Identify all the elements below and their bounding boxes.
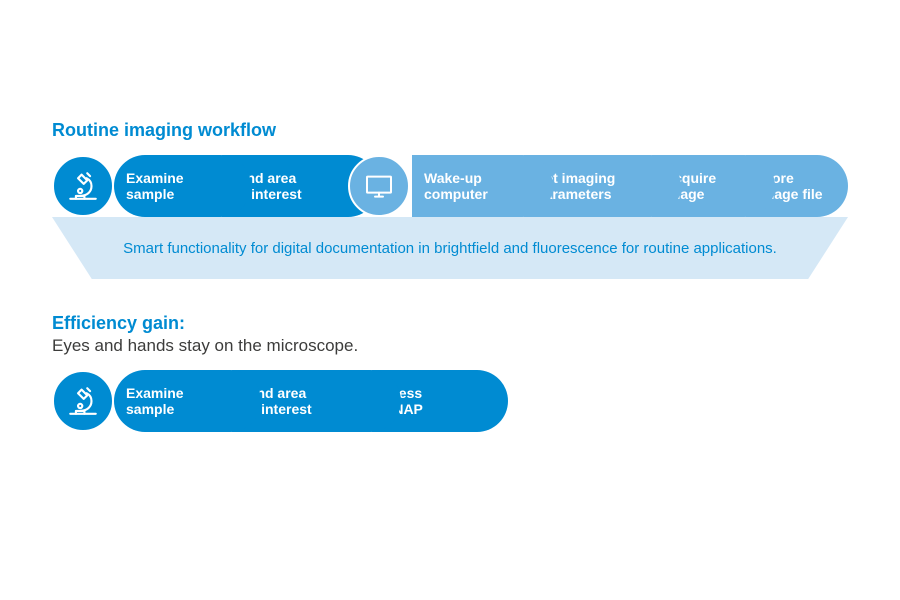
row1-step-4: Wake-up computer [410,155,553,217]
row1-bar: Store image file Acquire image Set imagi… [52,155,848,217]
row2-bar: Press SNAP Find area of interest Examine… [52,370,848,432]
microscope-icon [66,169,100,203]
spacer [52,279,848,313]
row1-icon-monitor [348,155,410,217]
microscope-icon [66,384,100,418]
row2-icon-microscope [52,370,114,432]
row2-title: Efficiency gain: [52,313,848,334]
infographic-canvas: Routine imaging workflow Store image fil… [52,120,848,432]
row1-title: Routine imaging workflow [52,120,848,141]
row2-subtitle: Eyes and hands stay on the microscope. [52,336,848,356]
row1-step-1: Examine sample [114,155,251,217]
row1-icon-microscope [52,155,114,217]
callout-banner: Smart functionality for digital document… [52,217,848,279]
monitor-icon [363,170,395,202]
row2-step-1: Examine sample [114,370,261,432]
